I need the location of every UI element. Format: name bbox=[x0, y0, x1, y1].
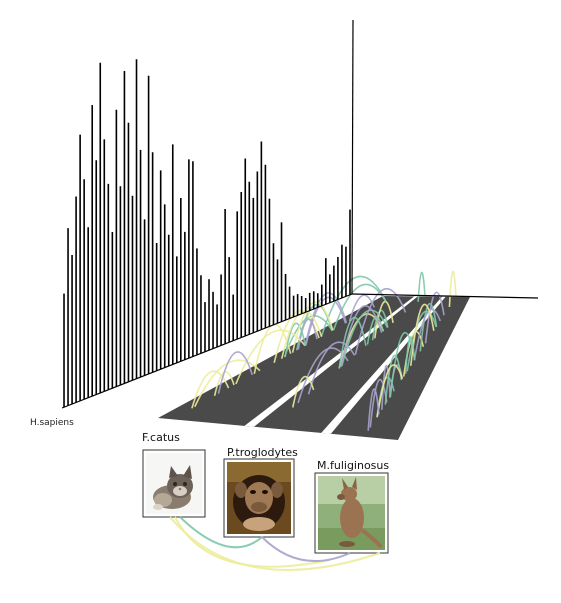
species-card-cat[interactable]: F.catus bbox=[142, 431, 206, 518]
histogram-baseline bbox=[61, 293, 353, 409]
synteny-arc bbox=[369, 379, 388, 428]
synteny-arc bbox=[235, 329, 306, 385]
species-link bbox=[179, 516, 263, 549]
synteny-arc bbox=[417, 271, 426, 302]
track-gap bbox=[321, 296, 446, 434]
human-genome-label: H.sapiens bbox=[30, 418, 74, 428]
synteny-arc bbox=[413, 308, 441, 361]
synteny-arc bbox=[332, 283, 387, 331]
histogram-vertical-axis bbox=[351, 19, 354, 295]
floor-axis bbox=[351, 293, 539, 299]
synteny-arc bbox=[341, 309, 389, 367]
synteny-arc bbox=[284, 322, 307, 357]
species-label-kangaroo: M.fuliginosus bbox=[317, 459, 389, 472]
species-label-cat: F.catus bbox=[142, 431, 180, 444]
species-links bbox=[169, 516, 381, 571]
synteny-arc bbox=[307, 341, 356, 395]
synteny-arc bbox=[448, 270, 457, 308]
histogram-bars bbox=[63, 59, 351, 408]
species-card-chimpanzee[interactable]: P.troglodytes bbox=[223, 446, 298, 538]
synteny-arc bbox=[292, 375, 315, 408]
synteny-arc bbox=[374, 300, 394, 339]
species-label-chimpanzee: P.troglodytes bbox=[227, 446, 298, 459]
synteny-arc bbox=[404, 336, 416, 374]
synteny-arc bbox=[376, 364, 404, 417]
synteny-arc bbox=[419, 303, 438, 352]
synteny-arc bbox=[381, 364, 391, 410]
synteny-arc bbox=[406, 310, 437, 372]
species-link bbox=[169, 516, 381, 571]
synteny-arc bbox=[424, 291, 445, 344]
cat-photo bbox=[142, 449, 206, 518]
species-link bbox=[261, 536, 351, 563]
synteny-arc bbox=[354, 288, 407, 355]
histogram-axes bbox=[61, 19, 539, 409]
chimpanzee-photo bbox=[223, 458, 295, 538]
synteny-arc bbox=[340, 305, 383, 367]
species-card-kangaroo[interactable]: M.fuliginosus bbox=[314, 459, 389, 554]
kangaroo-photo bbox=[314, 472, 389, 554]
synteny-arc bbox=[217, 351, 254, 394]
synteny-arc bbox=[338, 316, 367, 369]
synteny-arc bbox=[191, 370, 230, 409]
synteny-arc bbox=[384, 354, 403, 405]
synteny-arc bbox=[291, 301, 334, 353]
synteny-arc bbox=[283, 315, 333, 358]
species-cards: F.catus P.troglodytes bbox=[142, 431, 389, 554]
track-plane bbox=[158, 296, 470, 440]
synteny-arc bbox=[367, 388, 380, 431]
